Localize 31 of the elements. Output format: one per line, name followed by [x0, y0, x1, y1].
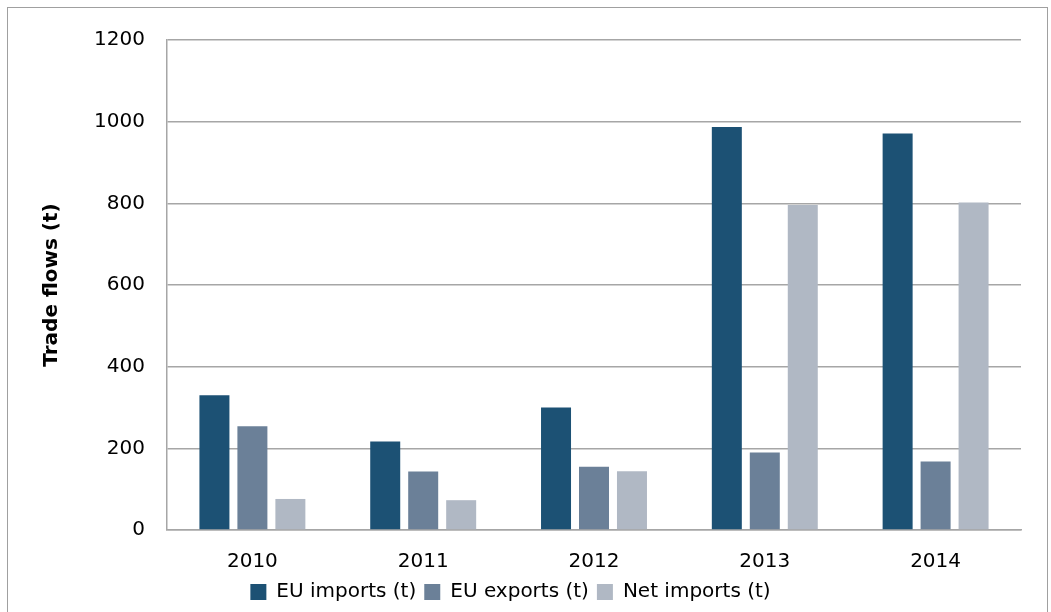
x-tick-label: 2011 — [397, 548, 449, 573]
x-tick-label: 2012 — [568, 548, 620, 573]
bar — [579, 466, 609, 530]
bar — [749, 452, 780, 530]
legend-label: EU exports (t) — [450, 578, 589, 603]
bar — [711, 126, 742, 530]
bar — [882, 133, 913, 530]
y-axis-title: Trade flows (t) — [38, 203, 63, 367]
y-tick-label: 0 — [132, 516, 145, 541]
bar — [199, 395, 230, 530]
y-tick-label: 400 — [106, 352, 145, 377]
x-tick-label: 2010 — [226, 548, 278, 573]
bar — [616, 471, 647, 530]
y-tick-label: 200 — [106, 434, 145, 459]
x-tick-label: 2014 — [910, 548, 962, 573]
bar — [408, 471, 439, 530]
legend-label: EU imports (t) — [276, 578, 417, 603]
bar — [787, 204, 818, 530]
x-tick-label: 2013 — [739, 548, 791, 573]
y-tick-label: 600 — [106, 271, 145, 296]
bar — [370, 441, 401, 530]
y-tick-label: 1000 — [94, 107, 145, 132]
legend-label: Net imports (t) — [622, 578, 771, 603]
bar — [920, 461, 951, 530]
y-tick-label: 800 — [106, 189, 145, 214]
bar — [958, 202, 989, 530]
bar — [237, 426, 268, 530]
bar — [446, 500, 477, 530]
bar — [275, 498, 306, 530]
bar — [541, 407, 572, 530]
y-tick-label: 1200 — [94, 26, 145, 51]
